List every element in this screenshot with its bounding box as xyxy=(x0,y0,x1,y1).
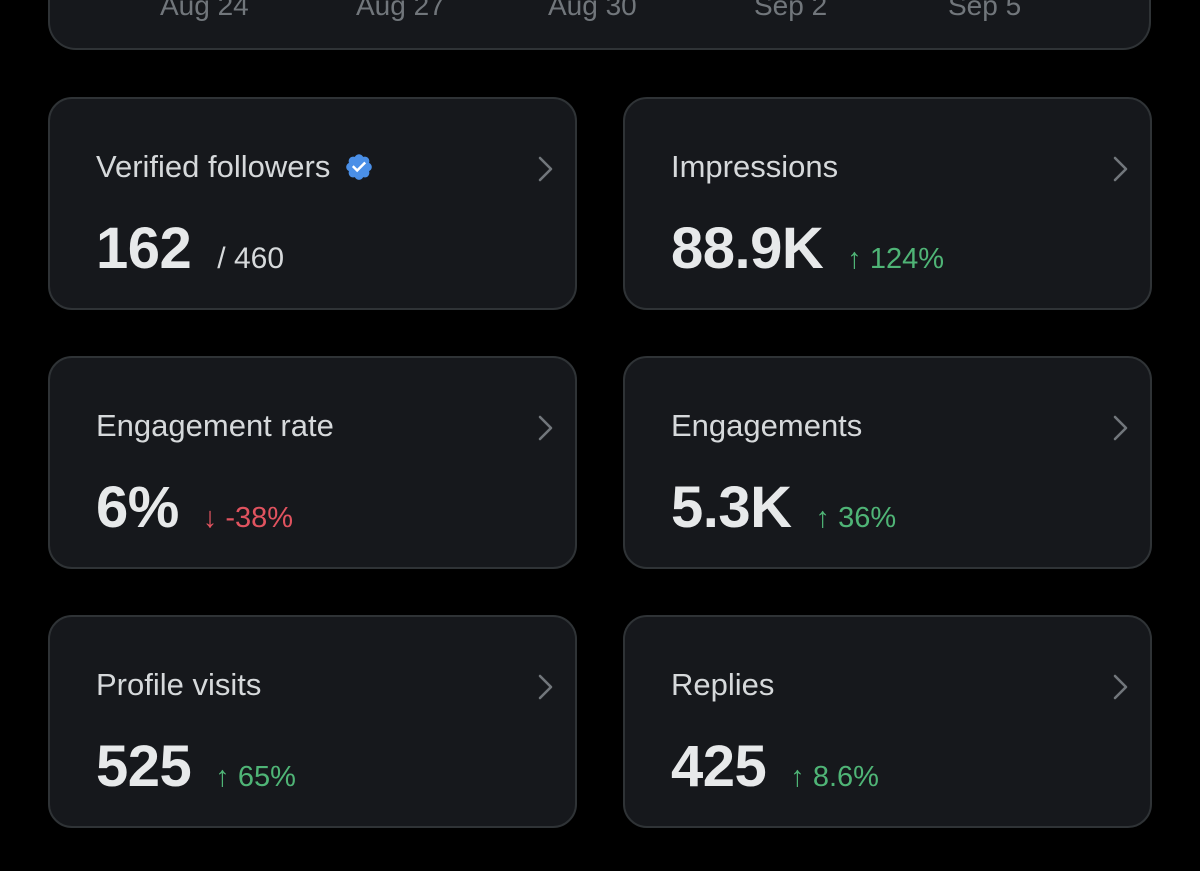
metric-title: Replies xyxy=(671,667,774,703)
metric-change: ↓ -38% xyxy=(202,502,294,534)
date-label: Aug 27 xyxy=(356,0,445,21)
metric-title-label: Replies xyxy=(671,667,775,702)
metric-value: 6% xyxy=(96,475,179,540)
date-label: Sep 2 xyxy=(754,0,828,21)
metric-card-engagement-rate[interactable]: Engagement rate 6% ↓ -38% xyxy=(48,356,577,569)
metric-change: ↑ 36% xyxy=(815,502,897,534)
metric-change: ↑ 124% xyxy=(847,243,945,275)
metric-value: 5.3K xyxy=(671,475,792,540)
chevron-right-icon xyxy=(1113,415,1128,441)
date-label: Aug 30 xyxy=(548,0,637,21)
chevron-right-icon xyxy=(538,674,553,700)
metric-title-label: Engagement rate xyxy=(96,408,334,443)
metric-change: ↑ 65% xyxy=(215,761,296,793)
metric-total: / 460 xyxy=(217,242,285,275)
metric-value-row: 525 ↑ 65% xyxy=(96,733,296,800)
metric-title: Profile visits xyxy=(96,667,261,703)
chevron-right-icon xyxy=(538,156,553,182)
metric-value: 162 xyxy=(96,216,192,281)
chevron-right-icon xyxy=(538,415,553,441)
date-label: Sep 5 xyxy=(948,0,1022,21)
metric-value-row: 5.3K ↑ 36% xyxy=(671,474,896,541)
metric-card-replies[interactable]: Replies 425 ↑ 8.6% xyxy=(623,615,1152,828)
chevron-right-icon xyxy=(1113,156,1128,182)
chevron-right-icon xyxy=(1113,674,1128,700)
metric-title: Engagement rate xyxy=(96,408,334,444)
metric-title-label: Verified followers xyxy=(96,149,331,184)
metric-value-row: 425 ↑ 8.6% xyxy=(671,733,879,800)
metric-value: 525 xyxy=(96,734,192,799)
metric-value-row: 162 / 460 xyxy=(96,215,284,282)
metric-card-impressions[interactable]: Impressions 88.9K ↑ 124% xyxy=(623,97,1152,310)
metric-card-profile-visits[interactable]: Profile visits 525 ↑ 65% xyxy=(48,615,577,828)
verified-badge-icon xyxy=(346,154,373,180)
metric-card-engagements[interactable]: Engagements 5.3K ↑ 36% xyxy=(623,356,1152,569)
metric-title-label: Profile visits xyxy=(96,667,262,702)
metric-value-row: 88.9K ↑ 124% xyxy=(671,215,944,282)
chart-card: Aug 24 Aug 27 Aug 30 Sep 2 Sep 5 xyxy=(48,0,1151,50)
metric-title-label: Engagements xyxy=(671,408,863,443)
metric-title: Impressions xyxy=(671,149,838,185)
metric-change: ↑ 8.6% xyxy=(790,761,879,793)
metric-value: 88.9K xyxy=(671,216,824,281)
metric-card-verified-followers[interactable]: Verified followers 162 / 460 xyxy=(48,97,577,310)
metric-title-label: Impressions xyxy=(671,149,839,184)
metric-value-row: 6% ↓ -38% xyxy=(96,474,293,541)
metric-title: Engagements xyxy=(671,408,862,444)
metric-value: 425 xyxy=(671,734,767,799)
date-label: Aug 24 xyxy=(160,0,249,21)
metric-title: Verified followers xyxy=(96,149,374,185)
